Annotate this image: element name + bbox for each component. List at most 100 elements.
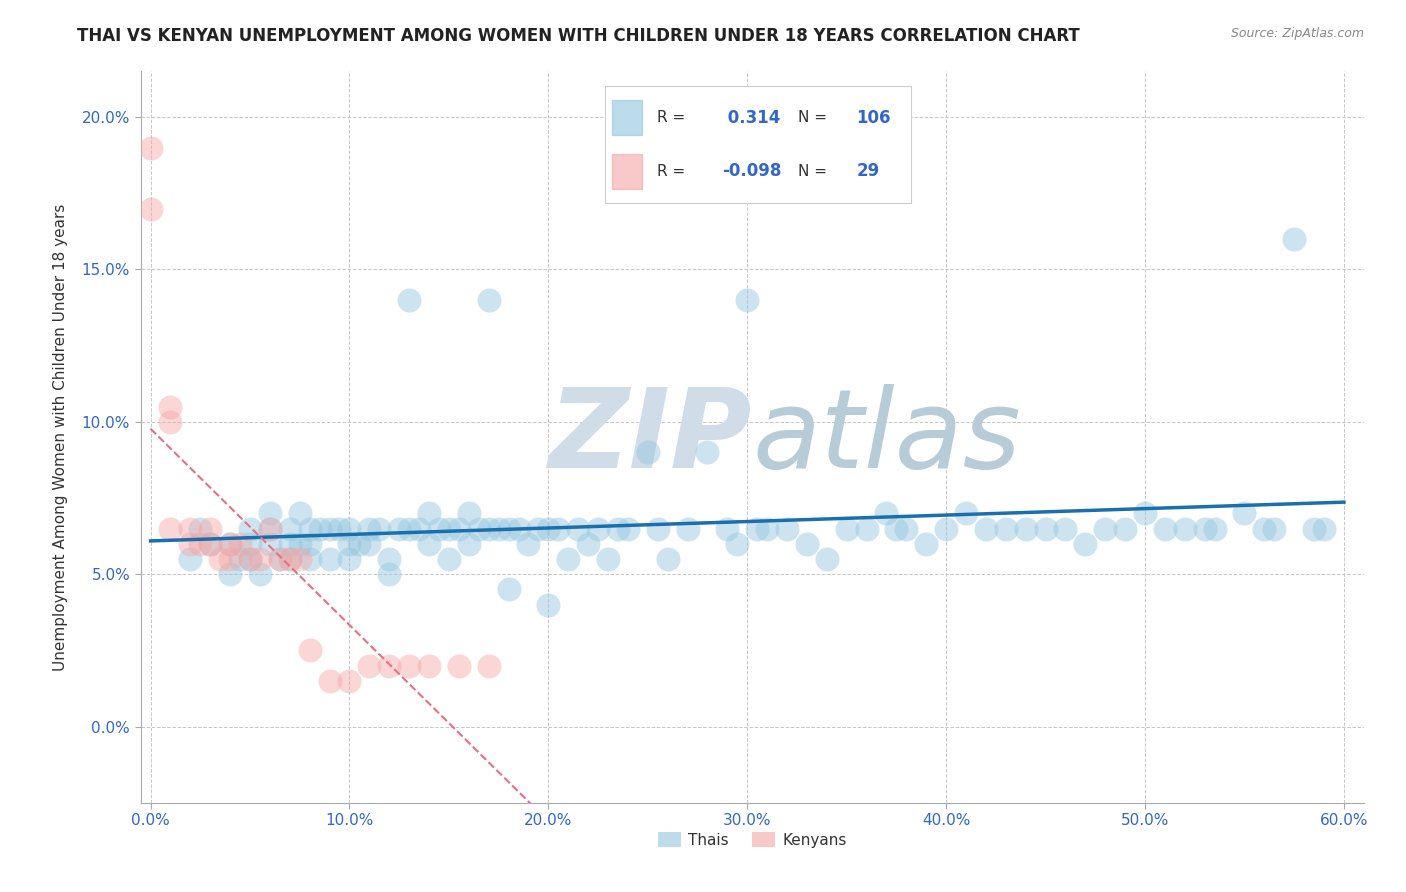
Point xyxy=(200,537,222,551)
Point xyxy=(339,673,361,688)
Point xyxy=(586,521,609,535)
Point xyxy=(259,506,281,520)
Point xyxy=(478,293,501,307)
Point xyxy=(498,521,520,535)
Point xyxy=(1035,521,1057,535)
Point xyxy=(1204,521,1226,535)
Point xyxy=(657,552,679,566)
Point xyxy=(467,521,489,535)
Point xyxy=(339,537,361,551)
Point xyxy=(219,552,242,566)
Point xyxy=(1094,521,1116,535)
Point xyxy=(725,537,748,551)
Point xyxy=(1133,506,1156,520)
Point xyxy=(269,552,291,566)
Point xyxy=(1194,521,1216,535)
Point xyxy=(835,521,858,535)
Point xyxy=(478,521,501,535)
Point xyxy=(318,521,340,535)
Point xyxy=(398,521,420,535)
Point xyxy=(1015,521,1038,535)
Point xyxy=(249,552,271,566)
Point xyxy=(796,537,818,551)
Point xyxy=(179,521,201,535)
Point xyxy=(249,567,271,582)
Point xyxy=(567,521,589,535)
Point xyxy=(200,521,222,535)
Text: Source: ZipAtlas.com: Source: ZipAtlas.com xyxy=(1230,27,1364,40)
Point xyxy=(776,521,799,535)
Text: ZIP: ZIP xyxy=(548,384,752,491)
Point xyxy=(278,552,301,566)
Point xyxy=(647,521,669,535)
Point xyxy=(1233,506,1256,520)
Point xyxy=(1174,521,1197,535)
Point xyxy=(398,658,420,673)
Point xyxy=(527,521,550,535)
Point xyxy=(328,521,350,535)
Point xyxy=(339,521,361,535)
Point xyxy=(875,506,897,520)
Point xyxy=(457,506,479,520)
Point xyxy=(259,521,281,535)
Point xyxy=(259,537,281,551)
Point xyxy=(179,537,201,551)
Point xyxy=(239,552,262,566)
Point xyxy=(508,521,530,535)
Point xyxy=(607,521,630,535)
Point xyxy=(159,400,181,414)
Point xyxy=(716,521,738,535)
Point xyxy=(1154,521,1177,535)
Point xyxy=(537,521,560,535)
Point xyxy=(418,506,440,520)
Point xyxy=(1282,232,1305,246)
Point xyxy=(188,537,211,551)
Point xyxy=(359,658,381,673)
Point xyxy=(188,521,211,535)
Point xyxy=(756,521,779,535)
Point xyxy=(239,521,262,535)
Point xyxy=(1303,521,1326,535)
Point xyxy=(457,537,479,551)
Point xyxy=(418,658,440,673)
Point xyxy=(288,552,311,566)
Point xyxy=(408,521,430,535)
Point xyxy=(815,552,838,566)
Point xyxy=(179,552,201,566)
Point xyxy=(886,521,908,535)
Text: THAI VS KENYAN UNEMPLOYMENT AMONG WOMEN WITH CHILDREN UNDER 18 YEARS CORRELATION: THAI VS KENYAN UNEMPLOYMENT AMONG WOMEN … xyxy=(77,27,1080,45)
Point xyxy=(229,537,252,551)
Point xyxy=(617,521,640,535)
Point xyxy=(219,537,242,551)
Point xyxy=(696,445,718,459)
Point xyxy=(637,445,659,459)
Point xyxy=(498,582,520,597)
Point xyxy=(517,537,540,551)
Point xyxy=(896,521,918,535)
Point xyxy=(437,521,460,535)
Point xyxy=(1263,521,1285,535)
Point xyxy=(298,521,321,535)
Point xyxy=(219,537,242,551)
Point xyxy=(278,552,301,566)
Point xyxy=(747,521,769,535)
Point xyxy=(318,552,340,566)
Point xyxy=(437,552,460,566)
Point xyxy=(1313,521,1336,535)
Point xyxy=(378,552,401,566)
Point xyxy=(935,521,957,535)
Point xyxy=(219,567,242,582)
Point xyxy=(229,552,252,566)
Point xyxy=(298,537,321,551)
Point xyxy=(537,598,560,612)
Text: atlas: atlas xyxy=(752,384,1021,491)
Point xyxy=(388,521,411,535)
Point xyxy=(915,537,938,551)
Point xyxy=(298,552,321,566)
Point xyxy=(239,552,262,566)
Point xyxy=(488,521,510,535)
Point xyxy=(1114,521,1136,535)
Legend: Thais, Kenyans: Thais, Kenyans xyxy=(651,825,853,854)
Point xyxy=(209,552,232,566)
Point xyxy=(278,521,301,535)
